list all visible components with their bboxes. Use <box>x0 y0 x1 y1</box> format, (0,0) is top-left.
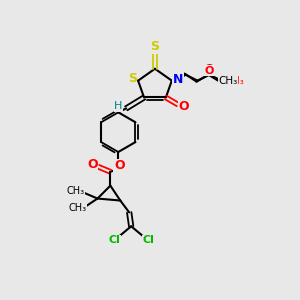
Text: N: N <box>172 73 183 86</box>
Text: S: S <box>128 72 137 85</box>
Text: O: O <box>114 159 124 172</box>
Text: OCH₃: OCH₃ <box>218 76 244 85</box>
Text: H: H <box>114 101 122 111</box>
Text: CH₃: CH₃ <box>69 203 87 214</box>
Text: O: O <box>205 64 214 74</box>
Text: Cl: Cl <box>108 235 120 245</box>
Text: Cl: Cl <box>142 235 154 245</box>
Text: O: O <box>87 158 98 171</box>
Text: CH₃: CH₃ <box>67 186 85 196</box>
Text: S: S <box>151 40 160 53</box>
Text: O: O <box>178 100 189 113</box>
Text: O: O <box>205 66 214 76</box>
Text: CH₃: CH₃ <box>219 76 238 85</box>
